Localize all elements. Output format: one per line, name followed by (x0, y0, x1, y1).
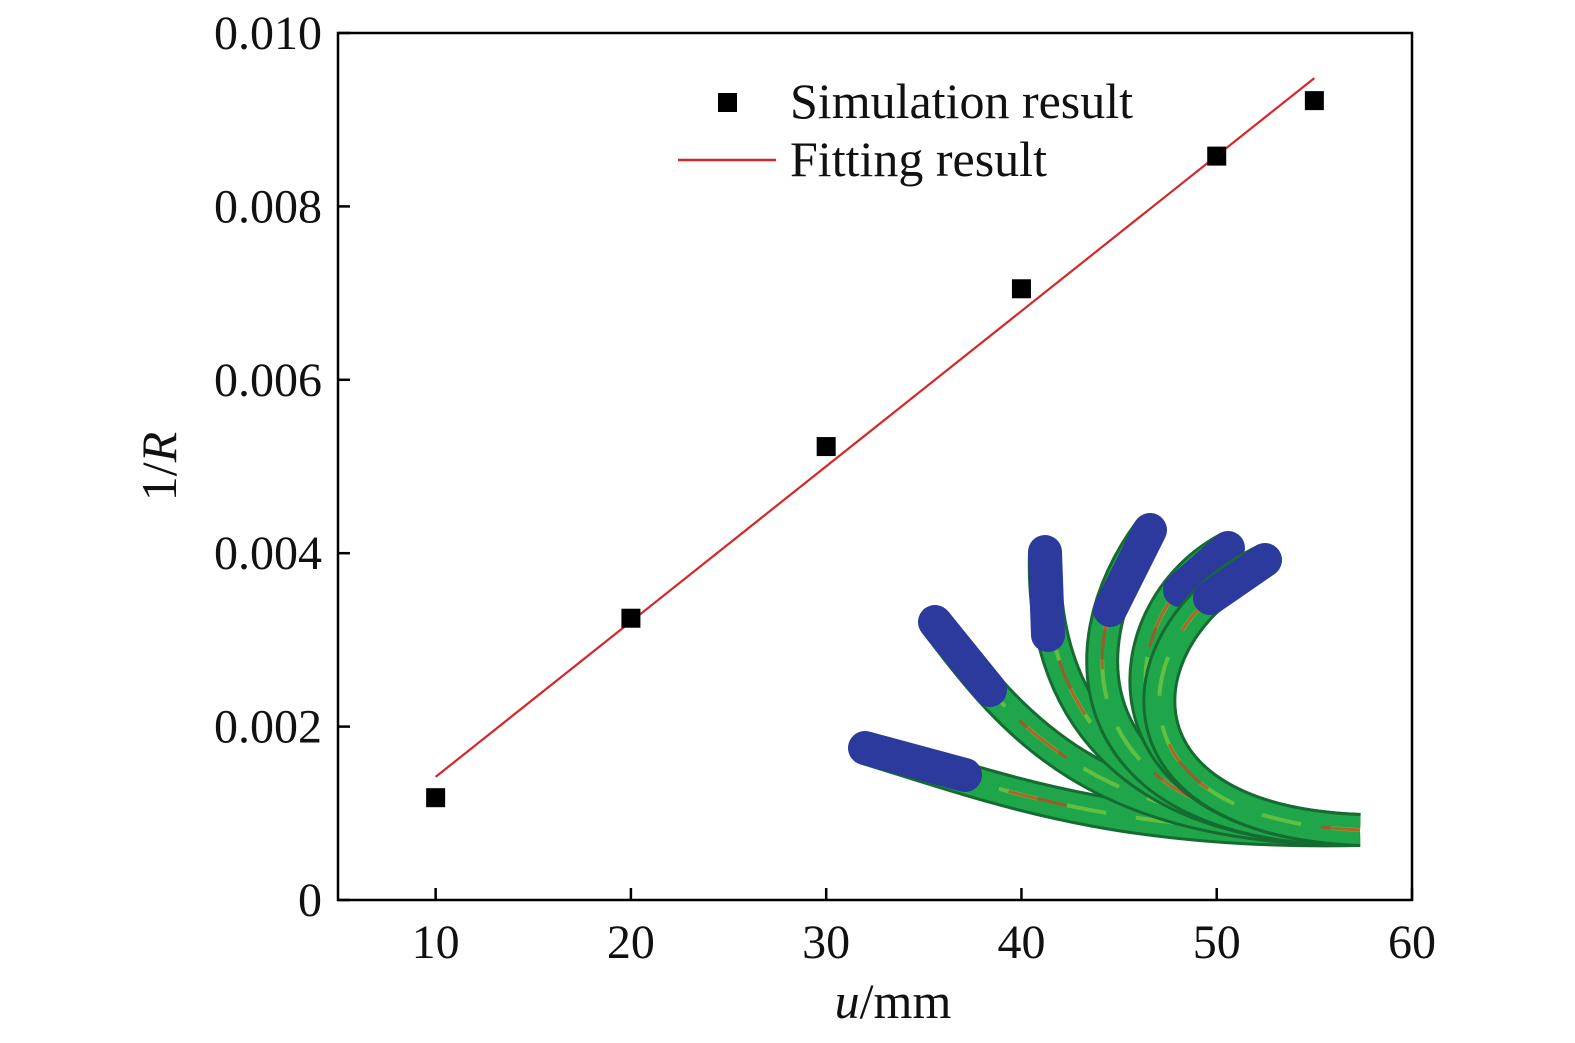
inset-tube-end-2 (918, 605, 1007, 707)
inset-tube-end-4 (1093, 513, 1167, 627)
legend-label-simulation: Simulation result (790, 73, 1133, 129)
y-axis-label-variable: R (131, 432, 187, 464)
inset-tube-end-1 (848, 731, 982, 792)
x-axis-label-unit: /mm (860, 973, 952, 1029)
legend: Simulation result Fitting result (678, 73, 1133, 187)
legend-marker-simulation (718, 93, 737, 112)
y-tick-label-5: 0.010 (214, 7, 322, 60)
x-tick-label-20: 20 (607, 916, 655, 969)
data-point-4 (1011, 279, 1031, 299)
inset-tube-end-3 (1028, 535, 1065, 652)
y-tick-label-2: 0.004 (214, 527, 322, 580)
x-axis-label-variable: u (835, 973, 860, 1029)
inset-tube-accent-6 (1157, 558, 1361, 832)
fitting-line-group (434, 77, 1316, 778)
y-axis-label: 1/R (131, 432, 187, 501)
simulation-markers (426, 91, 1324, 808)
x-tick-label-10: 10 (412, 916, 460, 969)
x-tick-label-40: 40 (997, 916, 1045, 969)
fitting-line (434, 77, 1316, 778)
axis-ticks: 10 20 30 40 50 60 0 0.002 0.004 0.006 0.008 0.010 (214, 7, 1436, 969)
data-point-3 (816, 437, 836, 457)
y-tick-label-4: 0.008 (214, 180, 322, 233)
y-tick-label-1: 0.002 (214, 701, 322, 754)
data-point-1 (426, 788, 446, 808)
inset-tube-end-5 (1163, 531, 1245, 607)
inset-tube-end-6 (1193, 543, 1282, 615)
x-tick-label-50: 50 (1193, 916, 1241, 969)
data-point-2 (621, 608, 641, 628)
x-axis-label: u/mm (835, 973, 952, 1029)
y-axis-label-prefix: 1/ (131, 462, 187, 501)
data-point-5 (1207, 146, 1227, 166)
y-tick-label-3: 0.006 (214, 354, 322, 407)
data-point-6 (1304, 91, 1324, 111)
x-tick-label-60: 60 (1388, 916, 1436, 969)
inset-tube-accent-1 (864, 746, 1361, 833)
legend-label-fitting: Fitting result (790, 131, 1047, 187)
y-tick-label-0: 0 (298, 874, 322, 927)
x-tick-label-30: 30 (802, 916, 850, 969)
plot-frame (336, 31, 1414, 902)
tube-bending-inset (848, 513, 1361, 848)
inset-tube-6 (1145, 547, 1361, 844)
